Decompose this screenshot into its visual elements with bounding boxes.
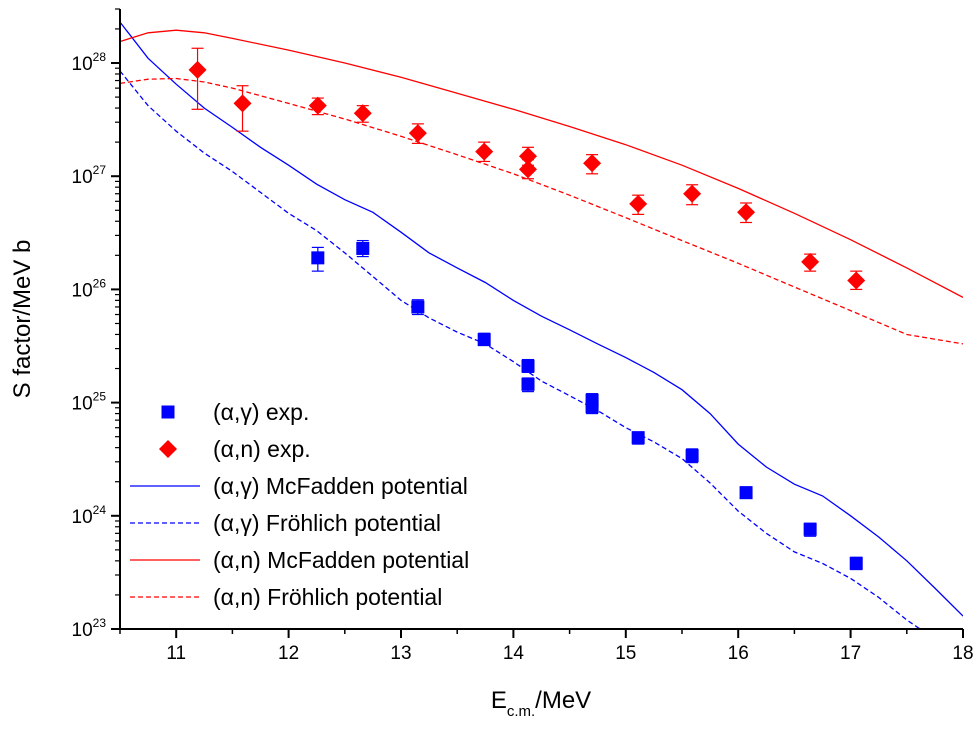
data-point-diamond [353,104,372,123]
series-line [120,29,963,298]
data-point-square [311,251,325,265]
data-point-square [803,522,817,536]
data-point-square [521,359,535,373]
legend-label: (α,n) exp. [213,436,311,462]
data-point-square [631,431,645,445]
y-tick-label: 1025 [72,390,107,415]
legend: (α,γ) exp. (α,n) exp. (α,γ) McFadden poten… [130,399,469,610]
axes: 11 12 13 14 15 16 17 18 1023 1024 1025 1026 1027 1028 [72,8,974,664]
y-tick-label: 1023 [72,616,107,641]
data-point-diamond [583,154,602,173]
data-point-diamond [188,60,207,79]
data-point-square [585,400,599,414]
data-point-square [685,449,699,463]
legend-label: (α,γ) exp. [213,399,309,425]
data-point-diamond [308,96,327,115]
x-tick-label: 11 [166,643,186,664]
x-tick-label: 13 [390,643,411,664]
data-point-diamond [519,147,538,166]
legend-marker-square [161,405,175,419]
data-point-diamond [408,124,427,143]
x-tick-label: 16 [728,643,749,664]
data-point-diamond [519,160,538,179]
x-tick-label: 12 [278,643,299,664]
data-point-diamond [233,94,252,113]
x-tick-label: 17 [840,643,861,664]
legend-label: (α,n) Fröhlich potential [213,584,442,610]
data-point-diamond [737,203,756,222]
y-tick-label: 1024 [72,503,107,528]
series-layer [120,21,963,629]
data-point-square [849,556,863,570]
data-point-diamond [475,142,494,161]
data-point-square [521,377,535,391]
series-line [120,70,922,629]
data-point-square [477,333,491,347]
x-tick-label: 15 [615,643,636,664]
x-tick-label: 18 [952,643,973,664]
data-point-square [411,300,425,314]
series-line [120,21,963,617]
legend-label: (α,γ) McFadden potential [213,473,468,499]
y-tick-label: 1028 [72,50,107,75]
legend-marker-diamond [159,440,177,458]
legend-label: (α,n) McFadden potential [213,547,469,573]
data-point-diamond [683,184,702,203]
data-point-square [356,241,370,255]
data-point-square [739,486,753,500]
series-line [120,77,963,345]
data-point-diamond [629,194,648,213]
y-tick-label: 1027 [72,163,107,188]
y-axis-title: S factor/MeV b [9,240,36,399]
data-point-diamond [847,271,866,290]
legend-label: (α,γ) Fröhlich potential [213,510,441,536]
x-axis-title: Ec.m./MeV [491,687,591,720]
data-point-diamond [801,252,820,271]
x-tick-label: 14 [503,643,525,664]
y-tick-label: 1026 [72,276,107,301]
